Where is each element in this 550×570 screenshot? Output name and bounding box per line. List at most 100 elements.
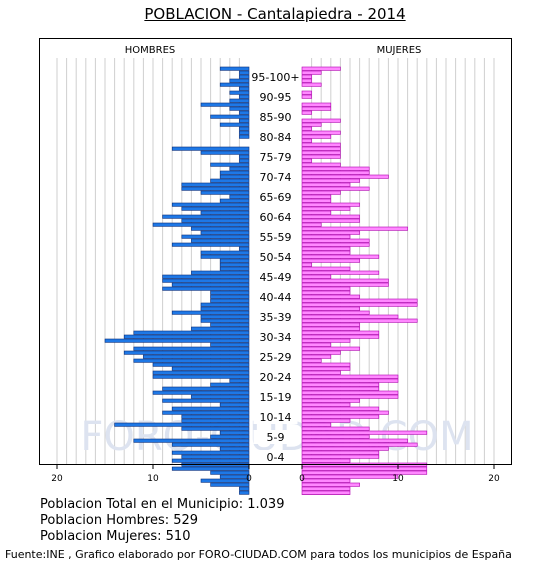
age-label-65-69: 65-69 (260, 191, 292, 204)
bar-men-age-99 (200, 150, 250, 155)
bar-men-age-75 (239, 246, 250, 251)
bar-men-age-82 (181, 218, 250, 223)
bar-men-age-89 (200, 190, 250, 195)
bar-men-age-93 (219, 174, 250, 179)
legend-mujeres: MUJERES (377, 45, 422, 56)
bar-men-age-114 (229, 90, 250, 95)
age-label-15-19: 15-19 (260, 391, 292, 404)
bar-women-age-74 (301, 250, 351, 255)
age-label-background (253, 330, 298, 344)
bar-women-age-47 (301, 358, 322, 363)
age-label-background (253, 270, 298, 284)
x-tick-label-10: 10 (392, 474, 404, 484)
bar-men-age-85 (181, 206, 250, 211)
bar-women-age-39 (301, 390, 399, 395)
bar-men-age-32 (181, 418, 250, 423)
bar-women-age-116 (301, 82, 322, 87)
bar-men-age-104 (239, 130, 250, 135)
bar-men-age-66 (171, 282, 250, 287)
bar-women-age-50 (301, 346, 360, 351)
bar-men-age-29 (219, 430, 250, 435)
bar-men-age-64 (210, 290, 250, 295)
bar-men-age-78 (181, 234, 250, 239)
bar-women-age-73 (301, 254, 380, 259)
bar-women-age-96 (301, 162, 341, 167)
bar-women-age-49 (301, 350, 341, 355)
bar-men-age-105 (239, 126, 250, 131)
age-label-background (253, 250, 298, 264)
stat-women-population: Poblacion Mujeres: 510 (40, 529, 191, 544)
bar-men-age-16 (210, 482, 250, 487)
bar-women-age-72 (301, 258, 360, 263)
bar-women-age-99 (301, 150, 341, 155)
bar-women-age-34 (301, 410, 389, 415)
bar-men-age-80 (191, 226, 250, 231)
bar-men-age-60 (200, 306, 250, 311)
bar-women-age-90 (301, 186, 370, 191)
bar-men-age-67 (162, 278, 250, 283)
age-label-background (253, 70, 298, 84)
bar-women-age-79 (301, 230, 360, 235)
bar-women-age-85 (301, 206, 351, 211)
bar-women-age-37 (301, 398, 360, 403)
bar-men-age-70 (219, 266, 250, 271)
age-label-background (253, 230, 298, 244)
x-axis-ticks: 20 10 0 0 10 20 (51, 464, 500, 484)
bar-men-age-39 (152, 390, 250, 395)
age-label-60-64: 60-64 (260, 211, 292, 224)
bar-men-age-22 (171, 458, 250, 463)
bar-women-age-80 (301, 226, 408, 231)
bar-men-age-59 (171, 310, 250, 315)
bar-men-age-57 (200, 318, 250, 323)
bar-men-age-111 (200, 102, 250, 107)
age-label-20-24: 20-24 (260, 371, 292, 384)
bar-men-age-53 (123, 334, 250, 339)
bar-men-age-79 (200, 230, 250, 235)
bar-men-age-98 (239, 154, 250, 159)
age-label-background (253, 190, 298, 204)
bar-women-age-24 (301, 450, 380, 455)
bar-women-age-98 (301, 154, 341, 159)
bar-men-age-36 (219, 402, 250, 407)
age-label-40-44: 40-44 (260, 291, 292, 304)
bar-men-age-42 (229, 378, 250, 383)
bar-women-age-102 (301, 138, 312, 143)
bar-men-age-92 (210, 178, 250, 183)
bar-women-age-27 (301, 438, 408, 443)
population-pyramid-chart: FORO-CIUDAD.COM 95-100+90-9585-9080-8475… (39, 38, 512, 495)
bar-women-age-69 (301, 270, 380, 275)
source-note: Fuente:INE , Grafico elaborado por FORO-… (5, 548, 512, 561)
bar-men-age-18 (219, 474, 250, 479)
bar-women-age-55 (301, 326, 360, 331)
bar-men-age-52 (104, 338, 250, 343)
age-label-0-4: 0-4 (267, 451, 285, 464)
bar-men-age-69 (191, 270, 250, 275)
bar-women-age-105 (301, 126, 312, 131)
bar-men-age-117 (229, 78, 250, 83)
bar-women-age-52 (301, 338, 351, 343)
bar-men-age-88 (229, 194, 250, 199)
bar-women-age-104 (301, 130, 341, 135)
age-label-background (253, 450, 298, 464)
bar-women-age-70 (301, 266, 351, 271)
age-label-background (253, 430, 298, 444)
bar-men-age-61 (200, 302, 250, 307)
age-label-10-14: 10-14 (260, 411, 292, 424)
bar-women-age-48 (301, 354, 332, 359)
bar-men-age-30 (181, 426, 250, 431)
bar-women-age-109 (301, 110, 312, 115)
bar-women-age-20 (301, 466, 428, 471)
bar-women-age-71 (301, 262, 312, 267)
bar-men-age-24 (171, 450, 250, 455)
bar-women-age-114 (301, 90, 312, 95)
bar-women-age-117 (301, 78, 312, 83)
bar-women-age-89 (301, 190, 341, 195)
bar-men-age-96 (210, 162, 250, 167)
bar-women-age-15 (301, 486, 351, 491)
bar-men-age-77 (191, 238, 250, 243)
bar-women-age-68 (301, 274, 332, 279)
bar-men-age-116 (219, 82, 250, 87)
bar-men-age-56 (210, 322, 250, 327)
bar-men-age-109 (239, 110, 250, 115)
bar-women-age-83 (301, 214, 360, 219)
